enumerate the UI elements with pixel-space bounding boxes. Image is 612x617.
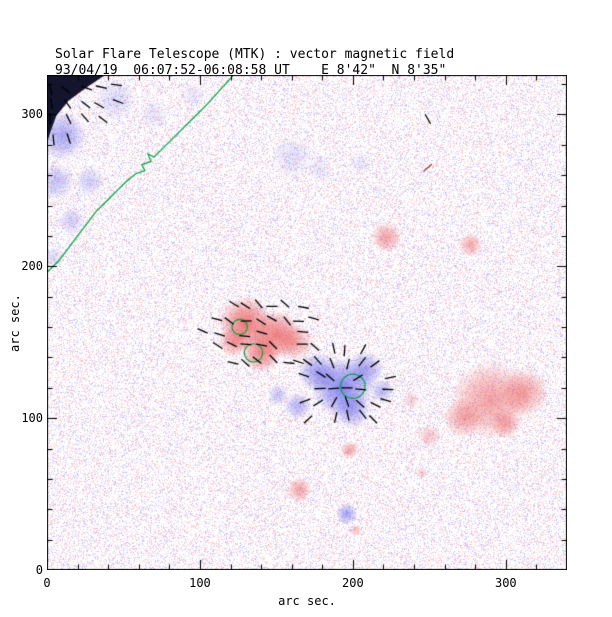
magnetogram-canvas <box>47 75 567 570</box>
chart-title: Solar Flare Telescope (MTK) : vector mag… <box>55 47 455 62</box>
y-tick-label: 100 <box>21 411 43 426</box>
x-tick-label: 0 <box>43 576 51 590</box>
x-tick-label: 100 <box>189 576 211 590</box>
y-tick-label: 0 <box>35 563 43 577</box>
x-tick-label: 300 <box>494 576 517 590</box>
x-tick-label: 200 <box>342 576 364 590</box>
x-axis-label: arc sec. <box>278 594 336 608</box>
y-axis-label: arc sec. <box>8 294 22 352</box>
y-tick-label: 300 <box>21 107 43 122</box>
y-tick-label: 200 <box>21 259 43 274</box>
plot-area: 0 100 200 300 0 100 200 300 <box>21 75 567 590</box>
chart-subtitle: 93/04/19 06:07:52-06:08:58 UT E 8'42" N … <box>55 63 447 78</box>
